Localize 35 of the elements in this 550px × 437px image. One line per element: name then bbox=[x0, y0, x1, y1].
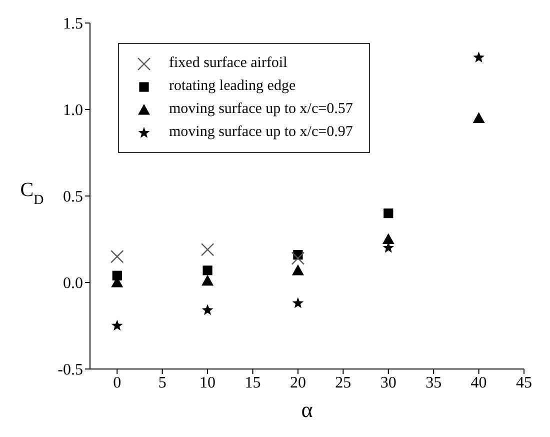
point bbox=[382, 233, 394, 244]
y-tick-label: 0.0 bbox=[63, 275, 83, 292]
point bbox=[111, 320, 123, 331]
x-tick-label: 25 bbox=[335, 374, 352, 392]
x-tick-label: 45 bbox=[516, 374, 532, 392]
x-tick-label: 30 bbox=[380, 374, 396, 392]
x-tick-label: 15 bbox=[244, 374, 261, 392]
legend-label: fixed surface airfoil bbox=[169, 55, 288, 72]
point bbox=[202, 266, 212, 276]
y-tick-label: 1.5 bbox=[63, 16, 83, 33]
y-tick-label: -0.5 bbox=[58, 362, 83, 379]
y-axis-title: C$_{D}$ bbox=[20, 179, 44, 208]
point bbox=[292, 297, 304, 308]
legend-label: moving surface up to x/c=0.97 bbox=[169, 124, 353, 141]
point bbox=[110, 250, 124, 264]
y-tick-label: 1.0 bbox=[63, 102, 83, 120]
legend-label: moving surface up to x/c=0.57 bbox=[169, 101, 353, 118]
x-tick-label: 0 bbox=[113, 374, 122, 392]
point bbox=[292, 264, 304, 276]
point bbox=[473, 52, 484, 62]
point bbox=[200, 243, 214, 256]
point bbox=[384, 208, 394, 218]
y-tick-label: 0.5 bbox=[63, 188, 83, 206]
point bbox=[202, 304, 214, 316]
point bbox=[112, 270, 122, 280]
legend-label: rotating leading edge bbox=[169, 78, 296, 95]
x-axis-title: α bbox=[301, 397, 314, 422]
x-tick-label: 5 bbox=[158, 374, 166, 392]
x-tick-label: 20 bbox=[290, 374, 306, 392]
point bbox=[202, 274, 214, 286]
x-tick-label: 35 bbox=[426, 374, 442, 392]
point bbox=[472, 112, 485, 123]
point bbox=[291, 252, 305, 265]
x-tick-label: 40 bbox=[470, 374, 487, 392]
x-tick-label: 10 bbox=[200, 374, 216, 392]
